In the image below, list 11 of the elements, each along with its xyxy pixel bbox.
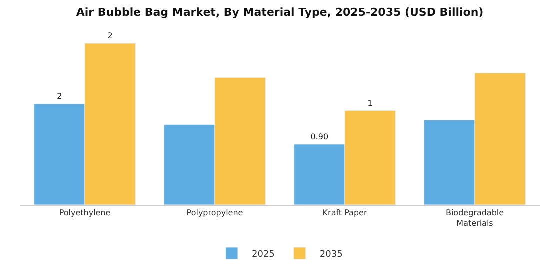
legend-label: 2035 — [320, 250, 343, 260]
x-tick-label: Kraft Paper — [322, 208, 368, 218]
data-label: 1 — [368, 98, 373, 108]
x-tick-label: Biodegradable Materials — [446, 208, 504, 228]
chart-title: Air Bubble Bag Market, By Material Type, 2025-2035 (USD Billion) — [76, 6, 484, 20]
x-tick-label: Polyethylene — [59, 208, 111, 218]
data-label: 2 — [108, 32, 113, 40]
data-label: 2 — [57, 92, 62, 102]
x-tick-label: Polypropylene — [186, 208, 244, 218]
legend-label: 2025 — [252, 250, 275, 260]
data-label: 0.90 — [310, 132, 329, 142]
